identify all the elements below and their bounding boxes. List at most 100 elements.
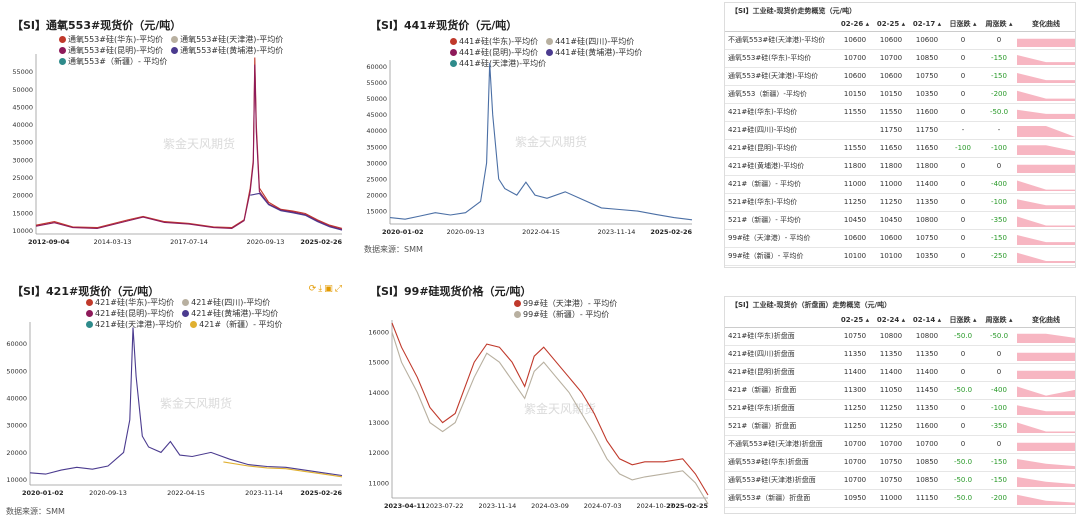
cell-value: 0 (945, 229, 981, 248)
column-header[interactable]: 02-14 ▴ (909, 313, 945, 328)
x-tick-label: 2024-07-03 (584, 502, 622, 510)
legend-item[interactable]: 99#硅（新疆）- 平均价 (514, 309, 609, 320)
sparkline (1017, 458, 1075, 469)
cell-value: 0 (945, 247, 981, 266)
cell-value: 11400 (873, 363, 909, 382)
column-header[interactable]: 周涨跌 ▴ (981, 17, 1017, 32)
chart-plot: 15000 20000 25000 30000 35000 40000 45000 50000… (366, 60, 693, 236)
column-header[interactable]: 周涨跌 ▴ (981, 313, 1017, 328)
cell-value: 11550 (837, 139, 873, 158)
cell-value: 0 (945, 363, 981, 382)
cell-value: 0 (945, 211, 981, 230)
cell-value: 10750 (909, 67, 945, 86)
cell-value: 10600 (837, 31, 873, 50)
cell-value: 11800 (873, 157, 909, 176)
cell-value: 10750 (873, 471, 909, 490)
cell-value: -400 (981, 381, 1017, 400)
legend-item[interactable]: 通氧553#硅(天津港)-平均价 (171, 34, 283, 45)
sparkline (1017, 252, 1075, 263)
legend-item[interactable]: 441#硅(黄埔港)-平均价 (546, 47, 642, 58)
y-tick-label: 50000 (366, 95, 387, 103)
cell-value: -50.0 (981, 327, 1017, 346)
trend-curve-cell (1017, 229, 1075, 248)
legend-item[interactable]: 通氧553#（新疆）- 平均价 (59, 56, 167, 67)
row-label: 通氧553#硅(华东)-平均价 (725, 49, 837, 68)
cell-value (837, 121, 873, 140)
column-header[interactable]: 02-25 ▴ (873, 17, 909, 32)
cell-value: 11000 (873, 175, 909, 194)
column-header[interactable]: 02-26 ▴ (837, 17, 873, 32)
trend-curve-cell (1017, 327, 1075, 346)
legend-item[interactable]: 441#硅(昆明)-平均价 (450, 47, 538, 58)
expand-icon[interactable]: ⤢ (334, 284, 344, 294)
cell-value: 11250 (873, 193, 909, 212)
legend-item[interactable]: 441#硅(四川)-平均价 (546, 36, 634, 47)
cell-value: 11550 (873, 103, 909, 122)
table-row: 421#硅(昆明)折盘面 11400 11400 11400 0 0 (725, 363, 1075, 382)
x-tick-label: 2020-09-13 (89, 489, 127, 497)
legend-label: 通氧553#（新疆）- 平均价 (68, 57, 168, 66)
legend-item[interactable]: 通氧553#硅(昆明)-平均价 (59, 45, 163, 56)
sparkline (1017, 109, 1075, 119)
cell-value: 0 (981, 31, 1017, 50)
legend-item[interactable]: 441#硅(天津港)-平均价 (450, 58, 546, 69)
cell-value: 0 (945, 417, 981, 436)
x-tick-label: 2012-09-04 (28, 238, 70, 246)
x-tick-label: 2025-02-26 (650, 228, 692, 236)
column-header (725, 313, 837, 328)
legend-item[interactable]: 421#硅(华东)-平均价 (86, 297, 174, 308)
cell-value: -50.0 (945, 453, 981, 472)
legend-item[interactable]: 通氧553#硅(华东)-平均价 (59, 34, 163, 45)
legend-item[interactable]: 441#硅(华东)-平均价 (450, 36, 538, 47)
chart-title: 【SI】99#硅现货价格（元/吨） (370, 285, 532, 298)
image-icon[interactable]: ▣ (324, 284, 335, 294)
cell-value: 10750 (837, 327, 873, 346)
legend-item[interactable]: 421#硅(四川)-平均价 (182, 297, 270, 308)
y-tick-label: 35000 (12, 139, 33, 147)
legend-label: 通氧553#硅(昆明)-平均价 (68, 46, 164, 55)
table-row: 通氧553#（新疆）折盘面 10950 11000 11150 -50.0 -200 (725, 489, 1075, 508)
download-icon[interactable]: ⤓ (318, 284, 325, 294)
x-tick-label: 2025-02-25 (666, 502, 708, 510)
cell-value: 10150 (837, 85, 873, 104)
cell-value: -50.0 (945, 471, 981, 490)
column-header[interactable]: 日涨跌 ▴ (945, 313, 981, 328)
trend-curve-cell (1017, 417, 1075, 436)
cell-value: 10450 (873, 211, 909, 230)
cell-value: -150 (981, 67, 1017, 86)
sparkline (1017, 54, 1075, 65)
cell-value: 0 (945, 49, 981, 68)
watermark: 紫金天风期货 (515, 134, 587, 149)
chart-plot: 10000 20000 30000 40000 50000 60000 2020-01-02… (6, 322, 342, 497)
legend-item[interactable]: 421#硅(天津港)-平均价 (86, 319, 182, 330)
legend-swatch (86, 310, 93, 317)
chart-panel-99: 【SI】99#硅现货价格（元/吨） 99#硅（天津港）- 平均价 99#硅（新疆）… (362, 278, 714, 514)
trend-curve-cell (1017, 31, 1075, 50)
cell-value: 11350 (909, 193, 945, 212)
legend-item[interactable]: 421#（新疆）- 平均价 (190, 319, 283, 330)
cell-value: 11800 (909, 157, 945, 176)
legend-item[interactable]: 通氧553#硅(黄埔港)-平均价 (171, 45, 283, 56)
series-line (389, 63, 693, 221)
legend-swatch (514, 311, 521, 318)
table-row: 421#（新疆）折盘面 11300 11050 11450 -50.0 -400 (725, 381, 1075, 400)
column-header[interactable]: 02-25 ▴ (837, 313, 873, 328)
legend-item[interactable]: 421#硅(黄埔港)-平均价 (182, 308, 278, 319)
cell-value: 0 (981, 345, 1017, 364)
cell-value: 11150 (909, 489, 945, 508)
legend-swatch (59, 36, 66, 43)
row-label: 421#硅(四川)折盘面 (725, 345, 837, 364)
legend-item[interactable]: 99#硅（天津港）- 平均价 (514, 298, 617, 309)
cell-value: 10600 (873, 67, 909, 86)
refresh-icon[interactable]: ⟳ (308, 284, 319, 294)
table-row: 通氧553#硅(天津港)折盘面 10700 10750 10850 -50.0 -150 (725, 471, 1075, 490)
cell-value: 11000 (837, 175, 873, 194)
column-header[interactable]: 02-17 ▴ (909, 17, 945, 32)
legend-item[interactable]: 421#硅(昆明)-平均价 (86, 308, 174, 319)
cell-value: 0 (945, 157, 981, 176)
chart-title: 【SI】441#现货价（元/吨） (370, 19, 518, 32)
column-header[interactable]: 日涨跌 ▴ (945, 17, 981, 32)
x-tick-label: 2023-11-14 (245, 489, 283, 497)
column-header[interactable]: 02-24 ▴ (873, 313, 909, 328)
sparkline (1017, 404, 1075, 415)
